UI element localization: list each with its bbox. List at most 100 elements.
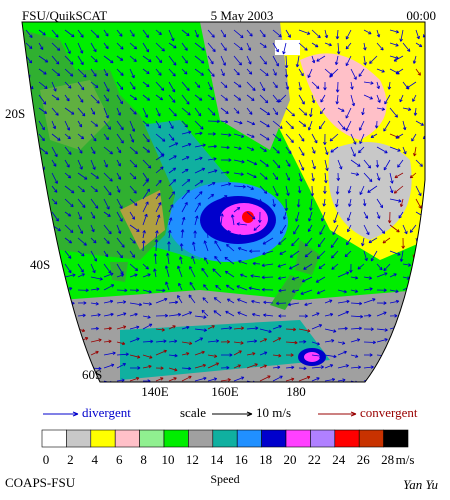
- wind-arrow: [142, 201, 149, 213]
- wind-arrow: [249, 249, 261, 254]
- wind-arrow: [103, 107, 109, 119]
- wind-arrow: [51, 263, 57, 274]
- wind-arrow: [90, 326, 99, 331]
- wind-arrow: [233, 350, 242, 356]
- color-swatch: [383, 429, 409, 448]
- wind-arrow: [25, 29, 33, 39]
- wind-arrow: [367, 185, 378, 193]
- wind-arrow: [142, 81, 150, 88]
- wind-arrow: [397, 159, 404, 168]
- wind-arrow: [363, 276, 373, 280]
- wind-arrow: [207, 362, 220, 369]
- wind-arrow: [77, 159, 83, 170]
- wind-arrow: [387, 211, 392, 224]
- wind-arrow: [389, 299, 400, 304]
- wind-arrow: [389, 289, 399, 294]
- wind-arrow: [345, 29, 352, 40]
- wind-arrow: [165, 281, 170, 291]
- wind-arrow: [376, 68, 385, 73]
- wind-arrow: [207, 42, 216, 53]
- wind-arrow: [272, 159, 281, 169]
- wind-arrow: [399, 94, 404, 103]
- wind-arrow: [207, 157, 217, 161]
- wind-arrow: [129, 68, 135, 79]
- wind-arrow: [246, 363, 258, 369]
- wind-arrow: [64, 42, 71, 54]
- wind-arrow: [389, 314, 398, 318]
- wind-arrow: [90, 94, 100, 104]
- wind-arrow: [38, 211, 48, 222]
- wind-arrow: [220, 340, 230, 344]
- wind-arrow: [259, 81, 266, 92]
- convergent-label: convergent: [360, 405, 418, 420]
- wind-arrow: [389, 250, 401, 256]
- wind-arrow: [38, 81, 48, 90]
- wind-arrow: [51, 376, 61, 382]
- colorbar-unit: m/s: [396, 452, 415, 467]
- wind-arrow: [103, 94, 109, 102]
- wind-arrow: [51, 146, 58, 158]
- wind-arrow: [220, 195, 228, 200]
- wind-arrow: [278, 237, 287, 245]
- wind-arrow: [259, 159, 269, 167]
- wind-arrow: [38, 68, 47, 75]
- wind-arrow: [337, 350, 347, 356]
- wind-arrow: [285, 29, 291, 38]
- wind-arrow: [393, 55, 404, 62]
- lon-label: 140E: [141, 384, 169, 399]
- wind-arrow: [246, 120, 256, 126]
- wind-arrow: [263, 300, 274, 305]
- wind-arrow: [116, 352, 129, 357]
- wind-arrow: [129, 81, 136, 90]
- wind-arrow: [51, 68, 61, 77]
- wind-arrow: [205, 229, 210, 239]
- wind-arrow: [272, 172, 279, 181]
- wind-arrow: [90, 159, 96, 170]
- wind-arrow: [51, 211, 59, 222]
- wind-arrow: [387, 81, 392, 90]
- wind-arrow: [311, 341, 321, 346]
- wind-arrow: [116, 81, 124, 91]
- wind-arrow: [90, 263, 96, 274]
- wind-arrow: [181, 120, 188, 128]
- wind-arrow: [426, 173, 429, 180]
- colorbar-title: Speed: [210, 472, 239, 486]
- wind-arrow: [142, 273, 151, 278]
- wind-arrow: [155, 120, 161, 129]
- wind-arrow: [259, 55, 267, 65]
- wind-arrow: [129, 273, 138, 278]
- wind-arrow: [116, 198, 123, 209]
- wind-arrow: [318, 263, 326, 270]
- wind-arrow: [293, 224, 300, 235]
- wind-arrow: [168, 94, 176, 103]
- wind-arrow: [316, 289, 326, 295]
- wind-arrow: [311, 55, 316, 64]
- field-red: [242, 211, 254, 223]
- divergent-label: divergent: [82, 405, 131, 420]
- wind-arrow: [363, 365, 374, 369]
- wind-arrow: [429, 212, 440, 216]
- wind-arrow: [129, 263, 139, 272]
- wind-arrow: [168, 55, 177, 66]
- wind-arrow: [142, 133, 150, 143]
- wind-arrow: [389, 273, 397, 278]
- wind-arrow: [155, 202, 162, 213]
- wind-arrow: [370, 133, 378, 139]
- wind-arrow: [103, 272, 114, 278]
- wind-arrow: [259, 364, 267, 369]
- wind-arrow: [369, 55, 378, 64]
- wind-arrow: [350, 365, 362, 370]
- author: Yan Yu: [403, 477, 438, 492]
- wind-arrow: [64, 224, 74, 234]
- wind-arrow: [64, 250, 72, 259]
- wind-arrow: [426, 251, 429, 258]
- wind-arrow: [25, 287, 37, 291]
- wind-arrow: [168, 120, 174, 130]
- wind-arrow: [399, 198, 404, 208]
- wind-arrow: [203, 240, 209, 252]
- wind-arrow: [116, 94, 124, 105]
- wind-arrow: [90, 55, 98, 63]
- wind-arrow: [298, 375, 311, 382]
- wind-arrow: [64, 29, 75, 38]
- wind-arrow: [204, 257, 209, 265]
